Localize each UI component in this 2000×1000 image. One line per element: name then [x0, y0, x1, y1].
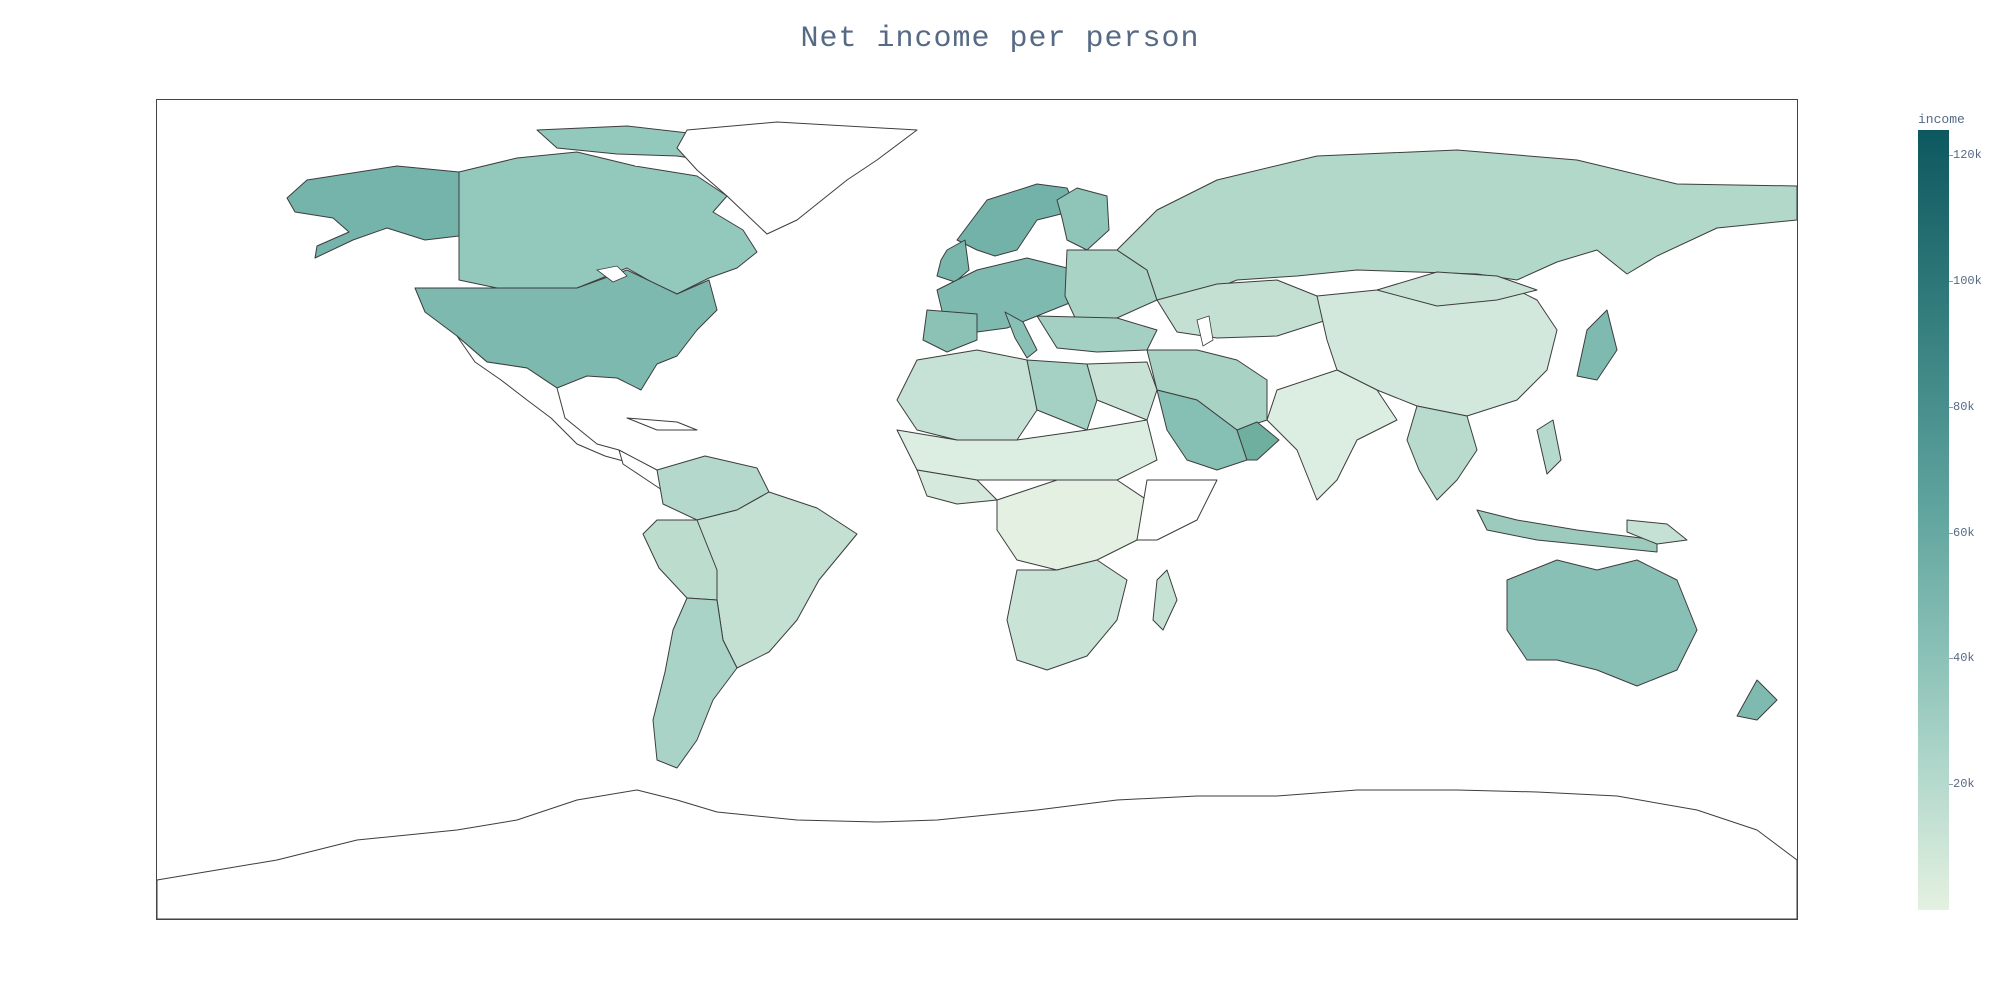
colorbar-tick-mark	[1949, 155, 1953, 157]
map-frame[interactable]: .c { stroke: #3d3d3d; stroke-width: 1; s…	[156, 99, 1798, 920]
country-southeast-asia[interactable]	[1406, 405, 1478, 501]
country-greenland[interactable]	[676, 121, 918, 235]
country-iberia[interactable]	[922, 309, 978, 353]
colorbar-tick-label: 100k	[1953, 273, 1982, 288]
colorbar-tick-label: 40k	[1953, 651, 1975, 666]
colorbar-tick-label: 80k	[1953, 399, 1975, 414]
country-libya[interactable]	[1026, 359, 1098, 431]
country-central-africa[interactable]	[996, 479, 1148, 571]
country-mongolia[interactable]	[1376, 271, 1538, 307]
country-india[interactable]	[1266, 369, 1398, 501]
country-north-africa-west[interactable]	[896, 349, 1038, 441]
country-argentina-chile[interactable]	[652, 597, 738, 769]
colorbar-tick-label: 20k	[1953, 777, 1975, 792]
country-uk-ireland[interactable]	[936, 239, 970, 283]
country-oman-uae[interactable]	[1236, 421, 1280, 461]
colorbar-tick-label: 120k	[1953, 148, 1982, 163]
country-alaska[interactable]	[286, 165, 460, 259]
country-egypt[interactable]	[1086, 361, 1158, 421]
country-australia[interactable]	[1506, 559, 1698, 687]
country-scandinavia[interactable]	[956, 183, 1078, 257]
colorbar-tick-mark	[1949, 280, 1953, 282]
country-balkans-turkey[interactable]	[1036, 315, 1158, 353]
country-new-zealand[interactable]	[1736, 679, 1778, 721]
country-saudi-arabia[interactable]	[1156, 389, 1248, 471]
country-east-africa[interactable]	[1136, 479, 1218, 541]
chart-title: Net income per person	[800, 22, 1200, 56]
country-italy[interactable]	[1004, 311, 1038, 359]
lake-great-lakes	[596, 265, 628, 283]
colorbar-tick-mark	[1949, 532, 1953, 534]
country-philippines[interactable]	[1536, 419, 1562, 475]
country-finland[interactable]	[1056, 187, 1110, 251]
world-map[interactable]: .c { stroke: #3d3d3d; stroke-width: 1; s…	[157, 100, 1797, 919]
colorbar-tick-mark	[1949, 406, 1953, 408]
country-papua-new-guinea[interactable]	[1626, 519, 1688, 545]
country-west-africa[interactable]	[916, 469, 998, 505]
country-madagascar[interactable]	[1152, 569, 1178, 631]
country-indonesia[interactable]	[1476, 509, 1658, 553]
country-japan[interactable]	[1576, 309, 1618, 381]
country-antarctica[interactable]	[157, 789, 1797, 919]
colorbar	[1918, 130, 1949, 910]
colorbar-title: income	[1918, 112, 1965, 127]
colorbar-tick-label: 60k	[1953, 525, 1975, 540]
country-southern-africa[interactable]	[1006, 559, 1128, 671]
lake-caspian-sea	[1196, 315, 1214, 347]
country-cuba[interactable]	[626, 417, 698, 431]
colorbar-tick-mark	[1949, 658, 1953, 660]
colorbar-tick-mark	[1949, 784, 1953, 786]
